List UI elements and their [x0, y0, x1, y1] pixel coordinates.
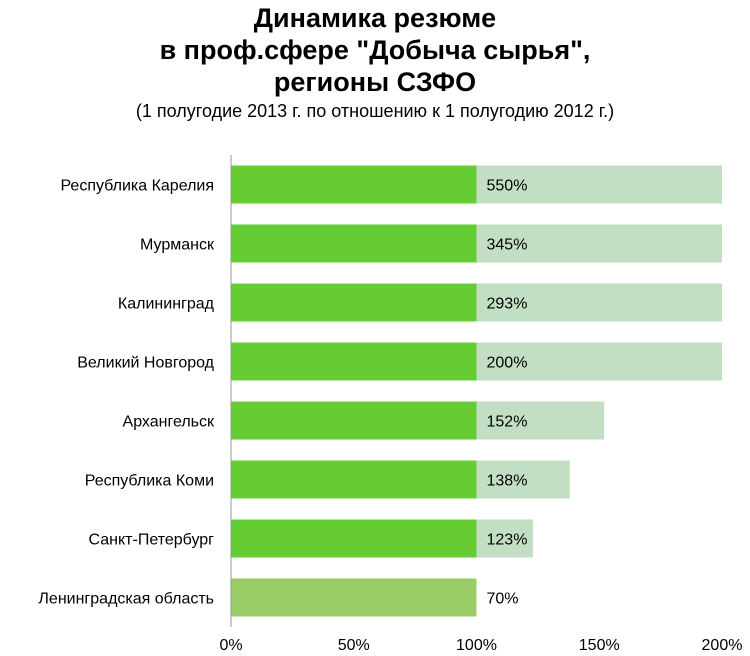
category-label-7: Ленинградская область [38, 591, 214, 608]
category-label-1: Мурманск [140, 237, 215, 254]
x-tick-label-2: 100% [456, 637, 497, 654]
chart-title-line-2: в проф.сфере "Добыча сырья", [159, 35, 591, 65]
x-tick-label-3: 150% [579, 637, 620, 654]
chart-subtitle: (1 полугодие 2013 г. по отношению к 1 по… [135, 101, 615, 121]
x-tick-label-1: 50% [338, 637, 370, 654]
data-label-6: 123% [487, 532, 528, 549]
data-label-4: 152% [487, 414, 528, 431]
category-label-4: Архангельск [123, 414, 215, 431]
data-label-7: 70% [487, 591, 519, 608]
bar-4 [231, 401, 477, 440]
category-label-0: Республика Карелия [60, 178, 214, 195]
data-label-1: 345% [487, 237, 528, 254]
data-label-5: 138% [487, 473, 528, 490]
category-label-3: Великий Новгород [77, 355, 214, 372]
data-label-0: 550% [487, 178, 528, 195]
bar-1 [231, 224, 477, 263]
category-label-2: Калининград [118, 296, 215, 313]
chart-title-line-3: регионы СЗФО [273, 67, 477, 97]
data-label-2: 293% [487, 296, 528, 313]
chart-title-block: Динамика резюме в проф.сфере "Добыча сыр… [0, 2, 750, 123]
chart-title-line-1: Динамика резюме [253, 3, 497, 33]
category-label-5: Республика Коми [85, 473, 214, 490]
data-label-3: 200% [487, 355, 528, 372]
bar-3 [231, 342, 477, 381]
bar-6 [231, 519, 477, 558]
bar-5 [231, 460, 477, 499]
category-label-6: Санкт-Петербург [89, 532, 215, 549]
bar-2 [231, 283, 477, 322]
x-tick-label-0: 0% [219, 637, 242, 654]
bar-0 [231, 165, 477, 204]
bar-7 [231, 578, 477, 617]
x-tick-label-4: 200% [702, 637, 743, 654]
